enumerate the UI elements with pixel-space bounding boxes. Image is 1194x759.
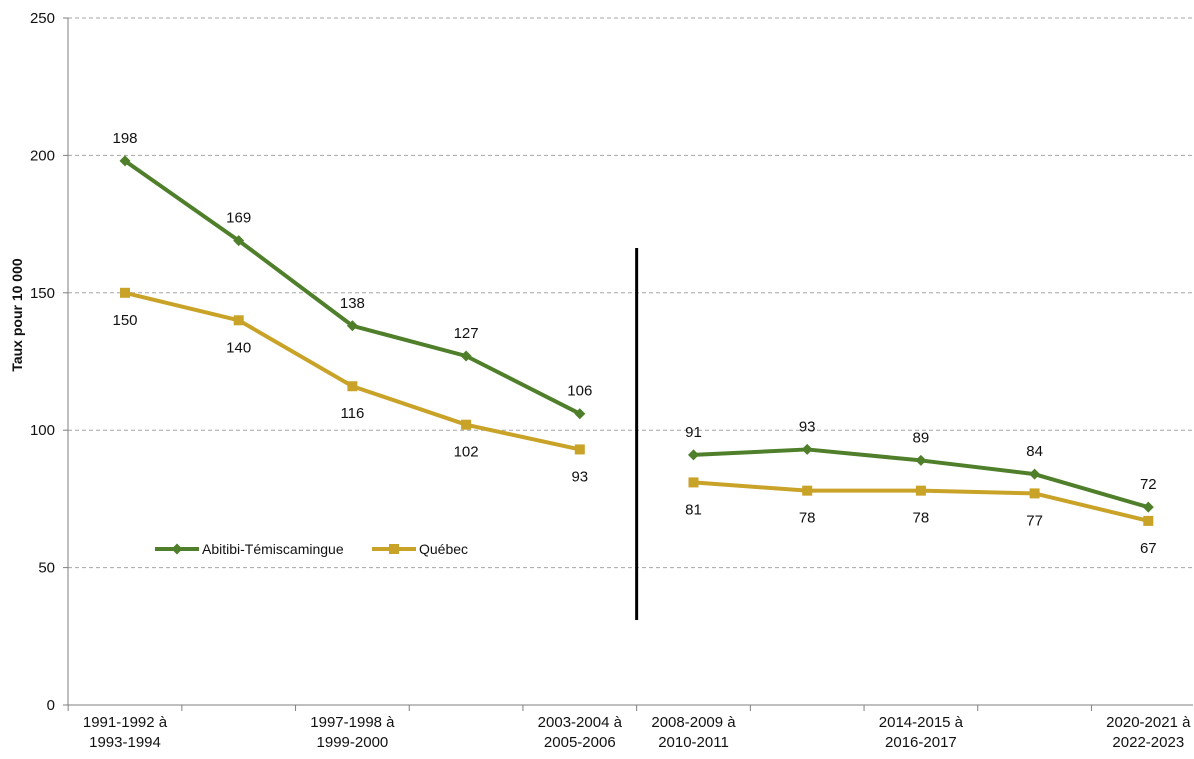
series-1-point-3 — [461, 419, 472, 430]
series-1-point-1 — [233, 315, 244, 326]
series-1-data-label-8: 77 — [1026, 512, 1043, 529]
series-1-data-label-7: 78 — [913, 510, 930, 527]
x-tick-label-line: 1999-2000 — [317, 734, 389, 751]
x-tick-label-line: 1991-1992 à — [83, 714, 168, 731]
series-0-data-label-4: 106 — [567, 383, 592, 400]
series-0-point-0 — [119, 155, 131, 167]
y-tick-label-0: 0 — [47, 697, 55, 714]
x-tick-label-line: 2010-2011 — [658, 734, 729, 751]
series-0-data-label-1: 169 — [226, 210, 251, 227]
series-1-data-label-1: 140 — [226, 339, 251, 356]
series-0-point-8 — [1029, 468, 1041, 480]
x-tick-label-line: 1997-1998 à — [310, 714, 395, 731]
x-tick-label-4: 2003-2004 à 2005-2006 — [538, 714, 623, 751]
series-0-point-3 — [460, 350, 472, 362]
series-0-line-segment-0 — [123, 159, 581, 416]
series-1-data-label-6: 78 — [799, 510, 816, 527]
series-0-data-label-6: 93 — [799, 418, 816, 435]
series-0-data-label-8: 84 — [1026, 443, 1043, 460]
series-0-point-2 — [346, 320, 358, 332]
series-1-data-label-3: 102 — [454, 444, 479, 461]
series-1-data-label-0: 150 — [112, 312, 137, 329]
x-tick-label-line: 1993-1994 — [89, 734, 161, 751]
x-tick-label-line: 2020-2021 à — [1106, 714, 1191, 731]
series-0-point-7 — [915, 454, 927, 466]
series-1-data-label-2: 116 — [340, 405, 364, 422]
series-1-point-5 — [688, 477, 699, 488]
series-0-data-label-3: 127 — [454, 325, 479, 342]
series-1-data-label-4: 93 — [571, 468, 588, 485]
x-tick-label-5: 2008-2009 à 2010-2011 — [651, 714, 736, 751]
series-1-point-7 — [915, 485, 926, 496]
series-0-point-1 — [233, 235, 245, 247]
y-tick-label-200: 200 — [30, 147, 55, 164]
x-tick-label-line: 2014-2015 à — [879, 714, 964, 731]
series-1-point-6 — [802, 485, 813, 496]
y-axis-label: Taux pour 10 000 — [9, 258, 25, 372]
series-1-point-4 — [574, 444, 585, 455]
legend-swatch-marker-1 — [389, 544, 399, 554]
series-0-data-label-0: 198 — [112, 130, 137, 147]
y-tick-label-250: 250 — [30, 10, 55, 27]
series-0-data-label-9: 72 — [1140, 476, 1157, 493]
x-tick-label-line: 2022-2023 — [1112, 734, 1184, 751]
y-tick-label-50: 50 — [38, 560, 55, 577]
series-0-data-label-2: 138 — [340, 295, 365, 312]
y-tick-label-150: 150 — [30, 285, 55, 302]
legend-swatch-marker-0 — [171, 543, 183, 555]
series-0-point-4 — [574, 408, 586, 420]
legend: Abitibi-Témiscamingue Québec — [155, 541, 468, 557]
data-labels: 198 169 138 127 106 91 93 89 84 72 150 140 116 102 93 8… — [112, 130, 1156, 557]
series — [119, 155, 1154, 526]
series-1-data-label-5: 81 — [685, 501, 702, 518]
axes: 0 50 100 150 200 250 1991-1992 à 1993-1994 1997-… — [30, 10, 1193, 751]
x-tick-label-line: 2008-2009 à — [651, 714, 736, 731]
legend-label-1: Québec — [419, 541, 468, 557]
series-1-point-8 — [1029, 488, 1040, 499]
series-1-point-0 — [120, 287, 130, 298]
x-tick-label-2: 1997-1998 à 1999-2000 — [310, 714, 395, 751]
x-tick-label-line: 2005-2006 — [544, 734, 616, 751]
series-1-point-9 — [1143, 515, 1154, 526]
series-0-point-5 — [688, 449, 699, 461]
y-tick-label-100: 100 — [30, 422, 55, 439]
legend-label-0: Abitibi-Témiscamingue — [202, 541, 344, 557]
series-0-data-label-7: 89 — [913, 429, 930, 446]
x-tick-label-line: 2016-2017 — [885, 734, 957, 751]
x-tick-label-0: 1991-1992 à 1993-1994 — [83, 714, 168, 751]
series-1-data-label-9: 67 — [1140, 540, 1157, 557]
gridlines — [68, 17, 1193, 569]
x-tick-label-9: 2020-2021 à 2022-2023 — [1106, 714, 1191, 751]
x-tick-label-7: 2014-2015 à 2016-2017 — [879, 714, 964, 751]
series-0-point-9 — [1142, 501, 1154, 513]
x-tick-label-line: 2003-2004 à — [538, 714, 623, 731]
series-0-data-label-5: 91 — [685, 424, 702, 441]
series-1-line-segment-0 — [124, 290, 581, 452]
series-1-point-2 — [347, 381, 358, 392]
series-0-point-6 — [801, 443, 813, 455]
